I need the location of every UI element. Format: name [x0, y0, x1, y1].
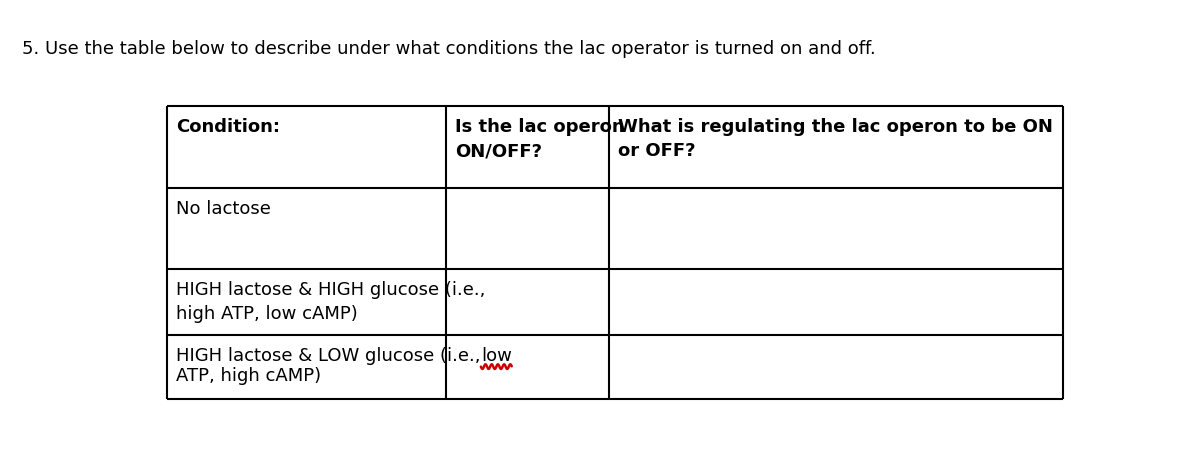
Text: No lactose: No lactose [176, 200, 271, 218]
Text: Is the lac operon
ON/OFF?: Is the lac operon ON/OFF? [455, 117, 625, 160]
Text: low: low [481, 346, 511, 364]
Text: HIGH lactose & LOW glucose (i.e.,: HIGH lactose & LOW glucose (i.e., [176, 346, 481, 364]
Text: Condition:: Condition: [176, 117, 281, 136]
Text: 5. Use the table below to describe under what conditions the lac operator is tur: 5. Use the table below to describe under… [22, 40, 876, 58]
Text: HIGH lactose & HIGH glucose (i.e.,
high ATP, low cAMP): HIGH lactose & HIGH glucose (i.e., high … [176, 280, 486, 323]
Text: ATP, high cAMP): ATP, high cAMP) [176, 366, 322, 384]
Text: What is regulating the lac operon to be ON
or OFF?: What is regulating the lac operon to be … [618, 117, 1052, 160]
